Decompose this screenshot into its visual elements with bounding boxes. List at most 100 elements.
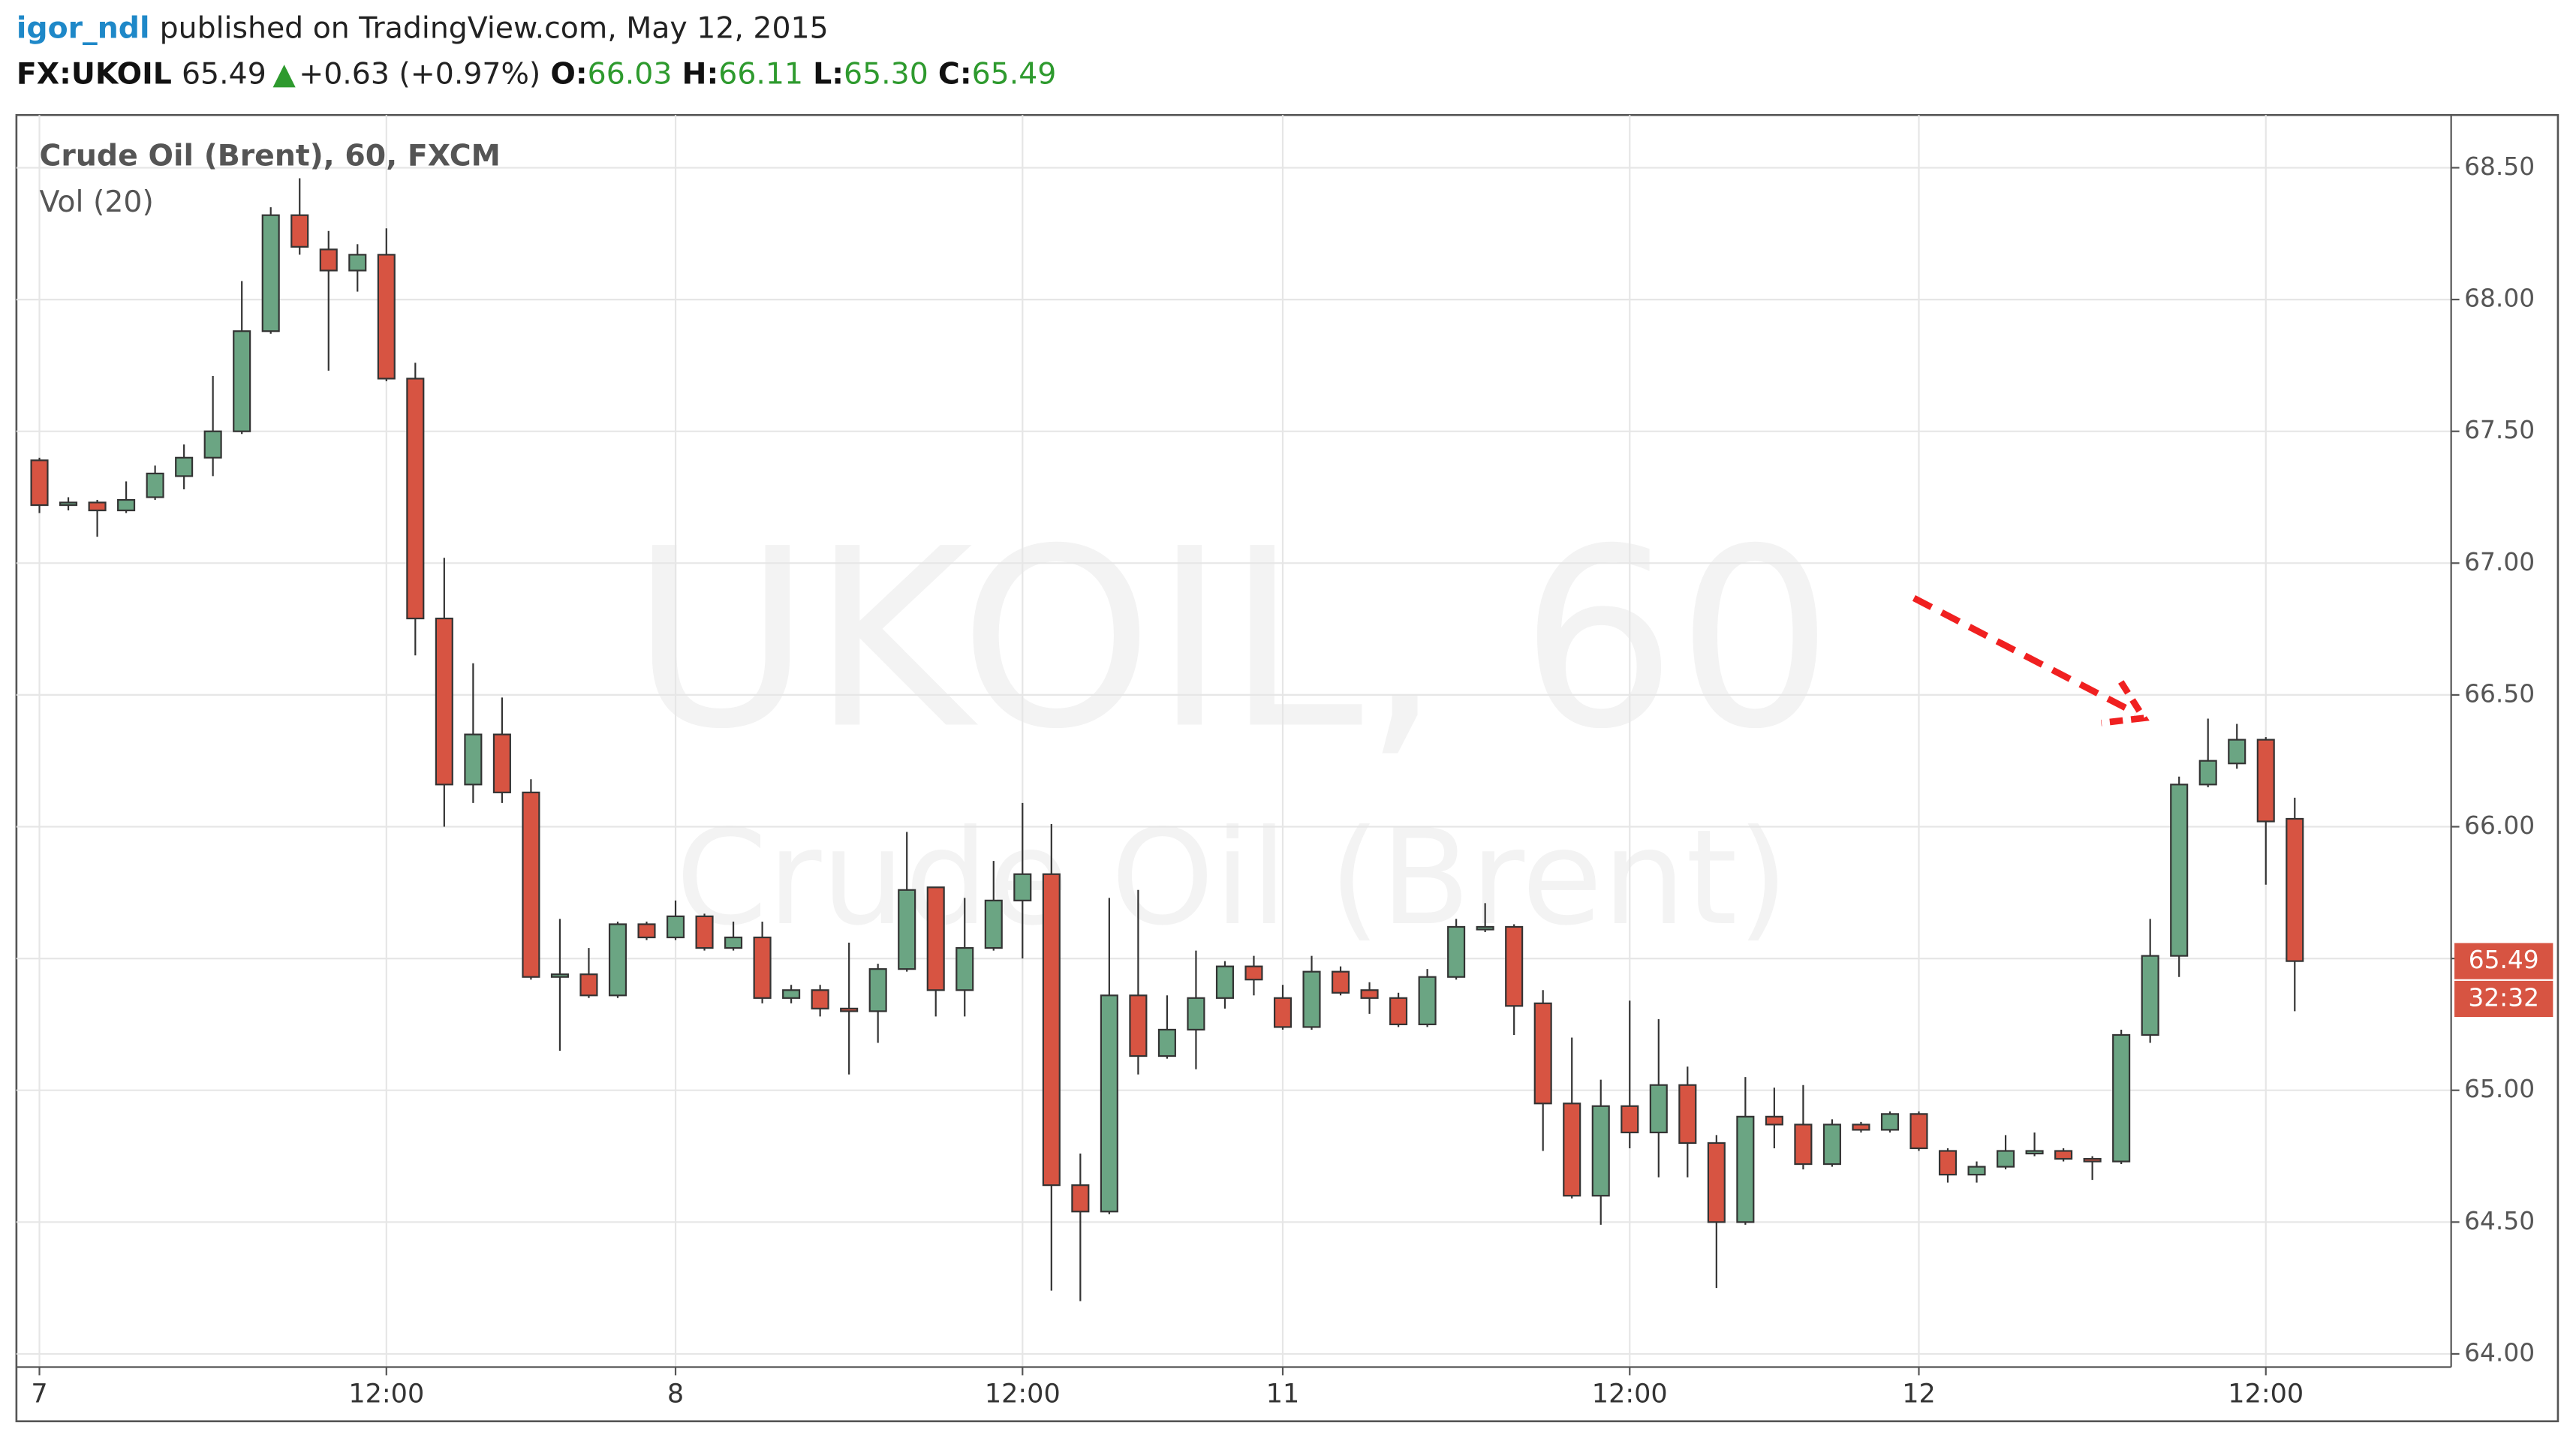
l-label: L: bbox=[813, 56, 844, 91]
x-tick-label: 12:00 bbox=[348, 1379, 424, 1409]
candle-body bbox=[811, 989, 829, 1009]
candle-body bbox=[1707, 1142, 1726, 1223]
candle-body bbox=[1591, 1105, 1610, 1197]
candle-body bbox=[955, 946, 974, 991]
c-label: C: bbox=[938, 56, 972, 91]
c-value: 65.49 bbox=[972, 56, 1057, 91]
candle-body bbox=[1794, 1124, 1813, 1166]
candle-body bbox=[1649, 1084, 1668, 1134]
x-tick-label: 7 bbox=[31, 1379, 47, 1409]
candle-body bbox=[1360, 989, 1379, 999]
up-arrow: ▲ bbox=[273, 56, 296, 91]
candle-body bbox=[1909, 1113, 1928, 1150]
candle-body bbox=[1447, 925, 1466, 978]
candle-body bbox=[233, 330, 251, 432]
candle-body bbox=[290, 214, 309, 248]
candle-body bbox=[1967, 1166, 1986, 1176]
candle-body bbox=[1129, 994, 1148, 1057]
candle-body bbox=[492, 733, 511, 793]
candle-body bbox=[579, 973, 598, 997]
candle-body bbox=[406, 378, 425, 620]
candle-body bbox=[1273, 997, 1293, 1028]
indicator-label: Vol (20) bbox=[40, 185, 154, 219]
y-tick-label: 67.00 bbox=[2464, 548, 2535, 576]
countdown-tag bbox=[2454, 980, 2553, 1018]
candle-body bbox=[1505, 925, 1524, 1007]
x-tick-label: 12 bbox=[1902, 1379, 1936, 1409]
candle-body bbox=[753, 936, 772, 999]
candle-body bbox=[261, 214, 280, 332]
candle-body bbox=[2286, 817, 2304, 962]
y-tick-label: 64.00 bbox=[2464, 1338, 2535, 1367]
candle-body bbox=[2170, 784, 2189, 957]
header-line-1: igor_ndl published on TradingView.com, Ma… bbox=[17, 11, 829, 45]
candle-body bbox=[868, 968, 887, 1012]
candle-body bbox=[2083, 1157, 2102, 1163]
last-price-label: 65.49 bbox=[2469, 946, 2539, 974]
published: published on TradingView.com, May 12, 20… bbox=[160, 11, 829, 45]
candle-body bbox=[926, 886, 945, 991]
candle-body bbox=[782, 989, 801, 999]
price: 65.49 bbox=[182, 56, 266, 91]
candle-body bbox=[984, 899, 1003, 949]
x-tick-label: 12:00 bbox=[1592, 1379, 1668, 1409]
candle-body bbox=[1013, 873, 1032, 901]
y-tick-label: 66.00 bbox=[2464, 811, 2535, 840]
o-label: O: bbox=[550, 56, 587, 91]
candle-body bbox=[1997, 1150, 2015, 1168]
symbol: FX:UKOIL bbox=[17, 56, 172, 91]
y-tick-label: 65.00 bbox=[2464, 1075, 2535, 1103]
h-value: 66.11 bbox=[718, 56, 803, 91]
chart-frame bbox=[15, 113, 2559, 1423]
candle-body bbox=[435, 617, 453, 786]
candle-body bbox=[1880, 1113, 1900, 1131]
y-tick-label: 66.50 bbox=[2464, 679, 2535, 708]
candle-body bbox=[1157, 1028, 1176, 1057]
candle-body bbox=[2198, 760, 2217, 786]
candle-body bbox=[1042, 873, 1061, 1187]
candle-body bbox=[1244, 965, 1263, 981]
candle-body bbox=[203, 430, 222, 459]
candle-body bbox=[1621, 1105, 1639, 1134]
candle-body bbox=[724, 936, 743, 949]
annotation-arrow bbox=[1912, 595, 2150, 727]
x-tick-label: 8 bbox=[667, 1379, 684, 1409]
candle-body bbox=[522, 791, 540, 978]
candle-body bbox=[2025, 1150, 2044, 1155]
candle-body bbox=[88, 501, 107, 512]
candle-body bbox=[1071, 1184, 1090, 1213]
user[interactable]: igor_ndl bbox=[17, 11, 150, 45]
candle-body bbox=[550, 973, 569, 978]
candles bbox=[30, 178, 2304, 1301]
candle-body bbox=[146, 472, 164, 498]
x-tick-label: 11 bbox=[1266, 1379, 1300, 1409]
y-tick-label: 64.50 bbox=[2464, 1207, 2535, 1235]
candle-body bbox=[666, 915, 685, 939]
candle-body bbox=[1736, 1115, 1755, 1223]
candle-body bbox=[1215, 965, 1234, 999]
o-value: 66.03 bbox=[588, 56, 673, 91]
change: +0.63 (+0.97%) bbox=[299, 56, 540, 91]
candle-body bbox=[2228, 739, 2246, 765]
x-tick-label: 12:00 bbox=[2228, 1379, 2304, 1409]
candle-body bbox=[2256, 739, 2275, 823]
countdown-label: 32:32 bbox=[2468, 983, 2539, 1012]
candle-body bbox=[637, 923, 656, 939]
arrow-head bbox=[2100, 680, 2150, 727]
arrow-line bbox=[1912, 595, 2138, 717]
candle-body bbox=[608, 923, 627, 997]
candle-body bbox=[319, 248, 338, 272]
candle-body bbox=[1476, 925, 1494, 931]
chart-title: Crude Oil (Brent), 60, FXCM bbox=[40, 139, 501, 173]
candle-body bbox=[59, 501, 78, 507]
candle-body bbox=[840, 1007, 859, 1012]
header-line-2: FX:UKOIL 65.49 ▲ +0.63 (+0.97%) O:66.03 H:66.… bbox=[17, 56, 1056, 91]
h-label: H: bbox=[682, 56, 719, 91]
candle-body bbox=[1822, 1124, 1841, 1166]
candle-body bbox=[1852, 1124, 1870, 1131]
candle-body bbox=[2141, 955, 2159, 1036]
candle-body bbox=[175, 456, 194, 477]
watermark: UKOIL, 60 bbox=[630, 496, 1833, 783]
candle-body bbox=[1389, 997, 1408, 1026]
